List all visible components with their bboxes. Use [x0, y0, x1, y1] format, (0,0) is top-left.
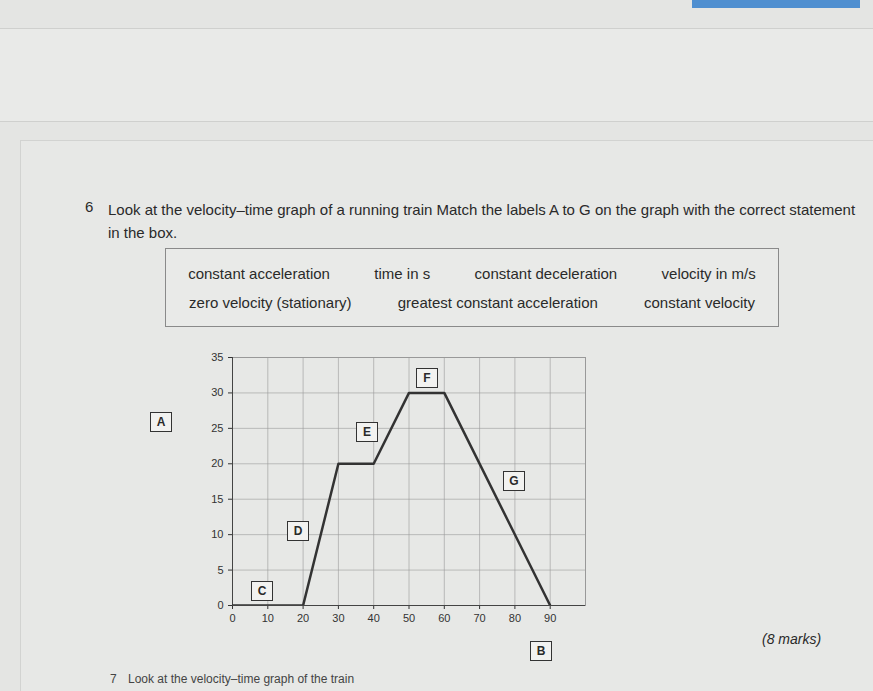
svg-text:20: 20 — [297, 612, 309, 624]
html-text:7: 7 — [110, 672, 117, 686]
svg-text:80: 80 — [509, 612, 521, 624]
html-text:G: G — [509, 474, 519, 488]
svg-text:10: 10 — [262, 612, 274, 624]
svg-text:30: 30 — [211, 386, 223, 398]
html-text:Look at the velocity–time grap: Look at the velocity–time graph of the t… — [128, 672, 355, 686]
html-text:6: 6 — [85, 198, 94, 215]
svg-text:30: 30 — [332, 612, 344, 624]
svg-text:60: 60 — [438, 612, 450, 624]
svg-text:35: 35 — [211, 351, 223, 363]
html-text:Look at the velocity–time grap: Look at the velocity–time graph of a run… — [108, 201, 856, 241]
svg-text:25: 25 — [211, 422, 223, 434]
html-text:E: E — [363, 425, 371, 439]
svg-text:0: 0 — [229, 612, 235, 624]
html-text:C: C — [257, 584, 267, 598]
svg-text:40: 40 — [368, 612, 380, 624]
svg-text:0: 0 — [217, 599, 223, 611]
html-text:constant deceleration: constant deceleration — [474, 265, 618, 282]
html-text:velocity in m/s: velocity in m/s — [661, 265, 756, 282]
svg-text:15: 15 — [211, 493, 223, 505]
svg-text:70: 70 — [473, 612, 485, 624]
html-text:D: D — [293, 524, 303, 538]
html-text:F: F — [423, 371, 431, 385]
svg-text:20: 20 — [211, 457, 223, 469]
html-text:greatest constant acceleration: greatest constant acceleration — [397, 294, 598, 311]
html-text:B: B — [536, 644, 546, 658]
svg-text:5: 5 — [217, 564, 223, 576]
svg-text:50: 50 — [403, 612, 415, 624]
html-text:constant acceleration: constant acceleration — [188, 265, 330, 282]
html-text:A: A — [156, 415, 166, 429]
html-text:zero velocity (stationary): zero velocity (stationary) — [189, 294, 352, 311]
html-text:constant velocity: constant velocity — [644, 294, 755, 311]
svg-text:90: 90 — [544, 612, 556, 624]
html-text:(8 marks): (8 marks) — [762, 631, 822, 647]
svg-text:10: 10 — [211, 528, 223, 540]
html-text:time in s: time in s — [374, 265, 431, 282]
